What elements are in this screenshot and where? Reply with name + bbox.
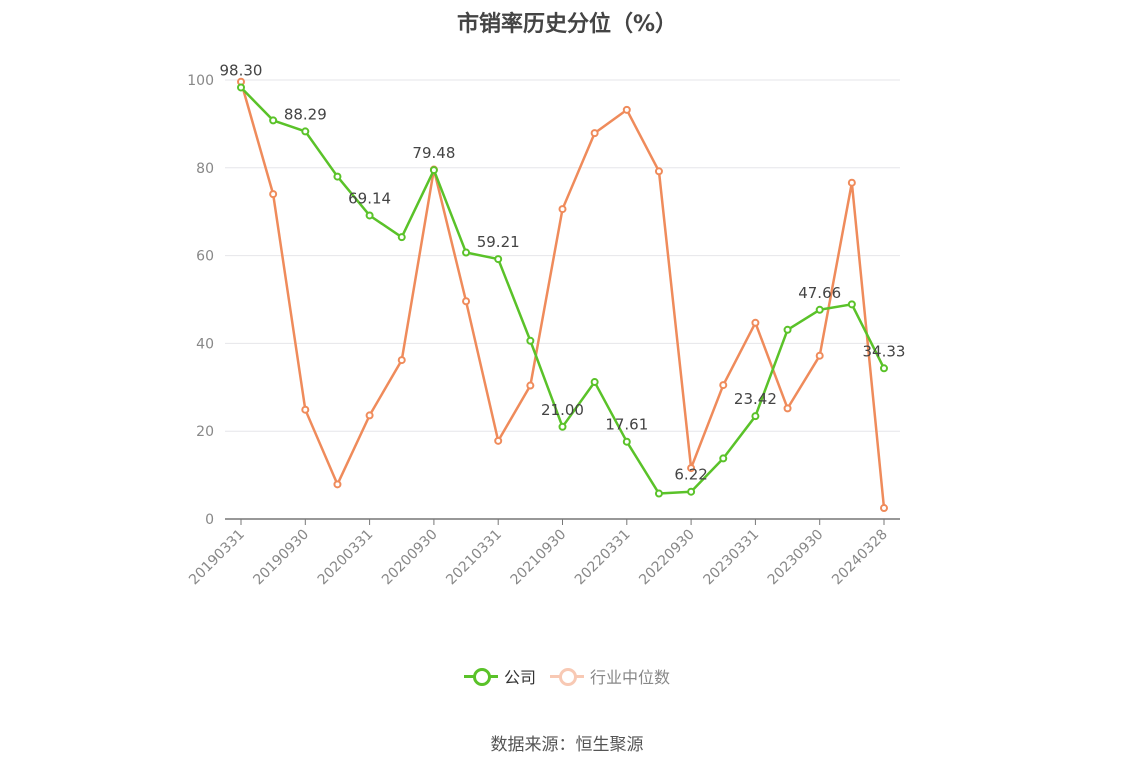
point-industry-median-20230930 [815,351,824,360]
y-tick-label-20: 20 [196,424,214,440]
point-industry-median-20210630 [526,381,535,390]
legend-swatch-company [463,666,498,686]
point-industry-median-20220630 [654,167,663,176]
data-source: 数据来源：恒生聚源 [490,735,644,755]
point-company-20201231 [462,248,471,257]
series-line-industry-median [239,81,886,509]
legend-swatch-industry-median [550,666,584,686]
y-tick-label-0: 0 [205,512,214,528]
point-company-20200930 [429,166,438,175]
x-tick-label-20210331: 20210331 [443,527,505,589]
point-industry-median-20211231 [590,129,599,138]
series-line-company [240,86,886,495]
point-company-20210630 [526,336,535,345]
x-tick-label-20200331: 20200331 [315,527,377,589]
point-industry-median-20210930 [558,205,567,214]
data-label-20200930: 79.48 [412,144,455,162]
data-label-20210930: 21.00 [541,401,584,419]
data-label-20240328: 34.33 [863,342,906,360]
legend: 公司 行业中位数 [0,664,1134,688]
point-company-20200630 [397,233,406,242]
data-label-20210331: 59.21 [477,233,520,251]
point-company-20230331 [751,412,760,421]
point-industry-median-20191231 [333,480,342,489]
point-company-20200331 [365,211,374,220]
point-company-20220930 [687,487,696,496]
point-industry-median-20201231 [462,297,471,306]
point-company-20220630 [654,489,663,498]
y-tick-label-60: 60 [196,249,214,265]
point-industry-median-20230630 [783,404,792,413]
data-label-20220930: 6.22 [674,466,707,484]
x-tick-label-20220930: 20220930 [636,527,698,589]
x-tick-label-20190930: 20190930 [250,527,312,589]
data-label-20230930: 47.66 [798,284,841,302]
point-industry-median-20231231 [847,178,856,187]
data-label-20220331: 17.61 [605,416,648,434]
grid-lines [225,79,900,432]
x-tick-label-20210930: 20210930 [508,527,570,589]
series [237,77,888,513]
point-company-20231231 [847,300,856,309]
data-labels: 98.30 88.29 69.14 79.48 59.21 21.00 17.61 6.22 2… [220,61,906,483]
point-industry-median-20210331 [494,436,503,445]
legend-item-company[interactable]: 公司 [463,664,536,688]
legend-item-industry-median[interactable]: 行业中位数 [550,664,670,688]
point-industry-median-20190930 [301,405,310,414]
x-tick-label-20230331: 20230331 [701,527,763,589]
x-tick-label-20220331: 20220331 [572,527,634,589]
point-industry-median-20220331 [622,105,631,114]
data-label-20190930: 88.29 [284,105,327,123]
point-company-20210331 [494,255,503,264]
x-tick-label-20200930: 20200930 [379,527,441,589]
legend-label-industry-median: 行业中位数 [590,668,671,687]
point-company-20230630 [783,325,792,334]
point-industry-median-20190630 [269,190,278,199]
point-company-20190331 [237,83,245,92]
x-tick-label-20190331: 20190331 [186,527,248,589]
point-company-20210930 [558,422,567,431]
data-label-20190331: 98.30 [220,61,263,79]
point-company-20190630 [269,116,278,125]
data-label-20200331: 69.14 [348,189,391,207]
point-company-20190930 [301,127,310,136]
x-tick-label-20240328: 20240328 [829,527,891,589]
data-label-20230331: 23.42 [734,390,777,408]
point-company-20211231 [590,378,599,387]
point-industry-median-20200331 [365,411,374,420]
point-company-20240328 [880,364,888,373]
point-company-20230930 [815,305,824,314]
point-industry-median-20230331 [751,318,760,327]
point-industry-median-20240328 [880,504,888,513]
point-industry-median-20200630 [397,356,406,365]
y-tick-label-40: 40 [196,336,214,352]
legend-label-company: 公司 [503,668,536,687]
x-tick-label-20230930: 20230930 [765,527,827,589]
point-industry-median-20220930 [687,464,696,473]
chart-title: 市销率历史分位（%） [456,12,678,37]
point-company-20221231 [719,454,728,463]
point-company-20191231 [333,172,342,181]
y-tick-label-100: 100 [187,73,214,89]
y-tick-label-80: 80 [196,161,214,177]
point-company-20220331 [622,437,631,446]
point-industry-median-20221231 [719,381,728,390]
